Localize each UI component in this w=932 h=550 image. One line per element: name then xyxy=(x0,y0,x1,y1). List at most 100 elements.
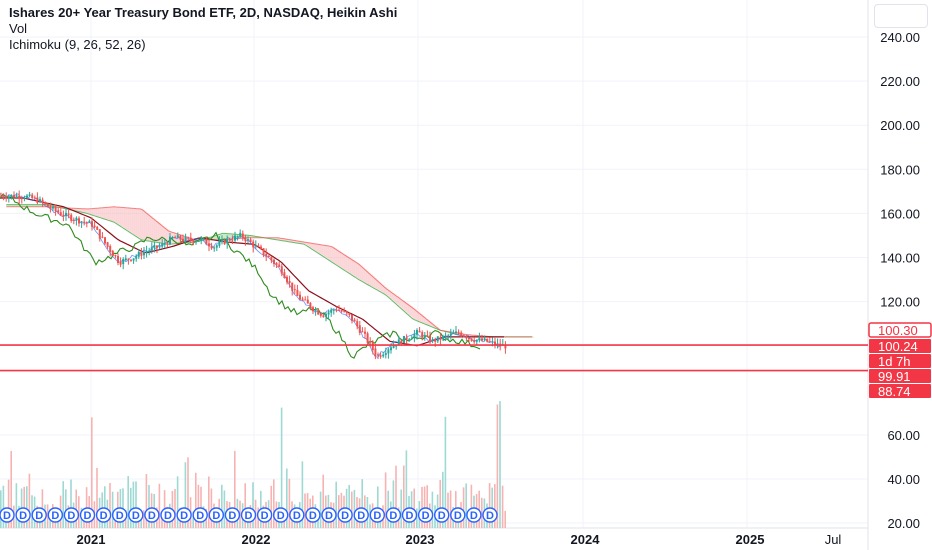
cloud-segment xyxy=(284,238,287,242)
dividend-label: D xyxy=(196,510,204,522)
candle xyxy=(226,238,229,244)
volume-bar xyxy=(176,476,179,528)
volume-bar xyxy=(478,490,480,528)
cloud-segment xyxy=(314,243,317,251)
volume-bar xyxy=(496,404,499,528)
candle xyxy=(351,314,353,321)
price-label-text: 100.30 xyxy=(878,323,918,338)
price-tick-label: 240.00 xyxy=(880,30,920,45)
volume-bar xyxy=(148,484,150,528)
cloud-segment xyxy=(30,204,33,207)
chikou-span-line xyxy=(0,193,481,359)
candle xyxy=(296,289,299,296)
candle xyxy=(345,311,348,314)
cloud-segment xyxy=(40,204,43,207)
candle xyxy=(395,345,398,347)
cloud-segment xyxy=(464,334,467,337)
cloud-segment xyxy=(292,240,295,243)
candle xyxy=(327,312,330,315)
cloud-segment xyxy=(288,239,291,242)
candle xyxy=(70,214,73,221)
volume-bar xyxy=(2,485,5,528)
dividend-label: D xyxy=(116,510,124,522)
time-axis[interactable]: 2021 2022 2023 2024 2025 Jul xyxy=(77,532,842,547)
dividend-label: D xyxy=(389,510,397,522)
ichimoku-indicator-label[interactable]: Ichimoku (9, 26, 52, 26) xyxy=(9,37,146,52)
volume-bar xyxy=(286,468,288,528)
candle xyxy=(460,332,463,336)
cloud-segment xyxy=(28,204,31,207)
cloud-segment xyxy=(370,274,373,287)
time-tick-label: 2024 xyxy=(571,532,601,547)
cloud-segment xyxy=(76,208,79,212)
candle xyxy=(202,238,205,240)
cloud-segment xyxy=(116,206,119,224)
cloud-segment xyxy=(24,204,27,207)
candle xyxy=(265,253,268,257)
candle xyxy=(137,251,140,257)
candle xyxy=(447,335,450,337)
volume-bar xyxy=(0,490,2,528)
candle xyxy=(387,349,390,354)
dividend-marker: D xyxy=(160,507,176,523)
cloud-segment xyxy=(372,276,375,288)
candle xyxy=(273,259,275,265)
candle xyxy=(260,246,262,249)
volume-bar xyxy=(416,508,418,528)
dividend-label: D xyxy=(3,510,11,522)
dividend-marker: D xyxy=(176,507,192,523)
candle xyxy=(179,235,182,240)
candle xyxy=(442,335,444,340)
cloud-segment xyxy=(304,242,307,245)
horizontal-lines[interactable] xyxy=(0,344,868,372)
candle xyxy=(280,266,283,274)
candle xyxy=(377,354,379,356)
volume-tick-label: 40.00 xyxy=(887,472,920,487)
candle xyxy=(80,221,83,223)
candle xyxy=(171,237,174,239)
cloud-segment xyxy=(94,208,97,216)
candle xyxy=(426,335,429,337)
cloud-segment xyxy=(276,237,279,240)
dividend-label: D xyxy=(422,510,430,522)
volume-bar xyxy=(109,482,111,528)
volume-indicator-label[interactable]: Vol xyxy=(9,21,28,36)
cloud-segment xyxy=(110,207,113,221)
cloud-segment xyxy=(422,315,425,323)
cloud-segment xyxy=(330,246,333,262)
candle xyxy=(366,333,369,343)
dividend-label: D xyxy=(406,510,414,522)
price-axis[interactable]: 240.00 220.00 200.00 180.00 160.00 140.00 120.… xyxy=(868,30,932,531)
price-tick-label: 120.00 xyxy=(880,295,920,310)
cloud-segment xyxy=(428,320,431,326)
candle xyxy=(236,236,239,238)
time-tick-label: 2022 xyxy=(242,532,271,547)
candle xyxy=(49,206,52,210)
volume-bar xyxy=(130,487,132,528)
symbol-title[interactable]: Ishares 20+ Year Treasury Bond ETF, 2D, … xyxy=(9,5,398,20)
dividend-marker: D xyxy=(369,507,385,523)
candle xyxy=(335,309,338,311)
candle xyxy=(278,264,281,267)
candle xyxy=(106,242,109,247)
cloud-segment xyxy=(278,237,281,241)
volume-bar xyxy=(270,485,272,528)
candle xyxy=(221,239,223,243)
volume-bar xyxy=(377,486,379,528)
candle xyxy=(166,243,169,245)
candle xyxy=(306,299,309,304)
candle xyxy=(192,239,195,243)
volume-bar xyxy=(174,489,176,528)
cloud-segment xyxy=(122,207,125,228)
dividend-label: D xyxy=(293,510,301,522)
candle xyxy=(444,335,447,337)
dividend-label: D xyxy=(357,510,365,522)
chart-settings-button[interactable] xyxy=(874,4,928,28)
cloud-segment xyxy=(334,248,337,264)
volume-bar xyxy=(335,481,337,528)
cloud-segment xyxy=(212,236,215,240)
dividend-label: D xyxy=(325,510,333,522)
volume-bar xyxy=(403,465,405,528)
